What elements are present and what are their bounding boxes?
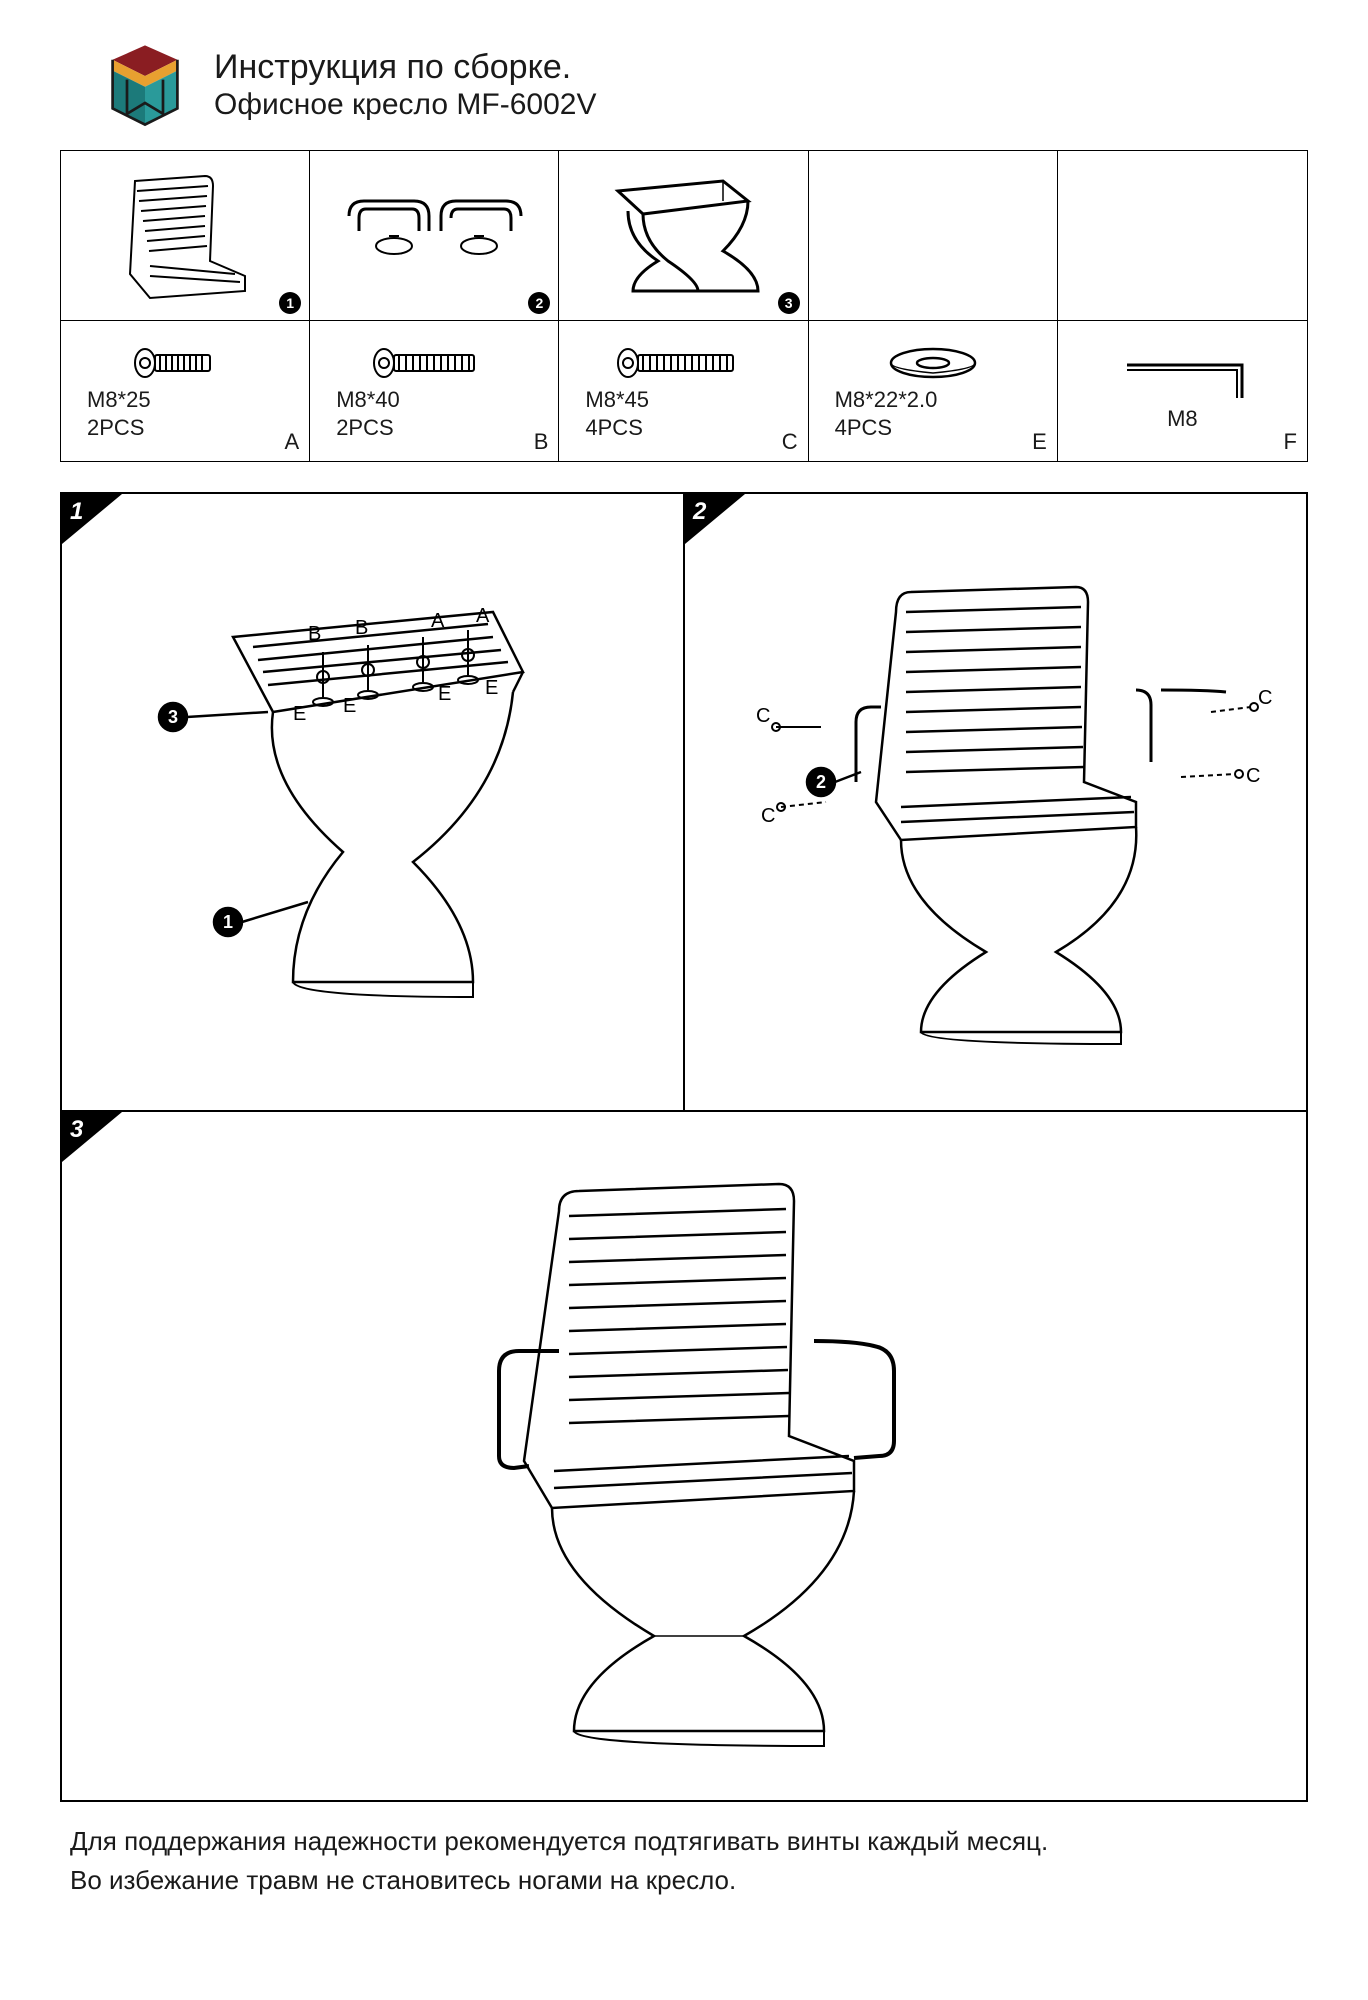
- svg-text:E: E: [438, 683, 451, 705]
- step-1-diagram: 3 1 B B A A E E E E: [93, 522, 653, 1082]
- product-name: Офисное кресло MF-6002V: [214, 87, 596, 123]
- hardware-letter: F: [1284, 429, 1297, 455]
- svg-text:E: E: [293, 703, 306, 725]
- header: Инструкция по сборке. Офисное кресло MF-…: [60, 40, 1308, 130]
- component-cell-2: 2: [310, 151, 559, 321]
- assembly-manual-page: Инструкция по сборке. Офисное кресло MF-…: [0, 0, 1368, 1960]
- svg-text:C: C: [761, 805, 775, 827]
- seat-back-icon: [95, 166, 275, 306]
- hardware-label: M8*402PCS: [336, 386, 400, 441]
- title-block: Инструкция по сборке. Офисное кресло MF-…: [214, 47, 596, 124]
- svg-text:1: 1: [223, 912, 233, 932]
- page-title: Инструкция по сборке.: [214, 47, 596, 88]
- base-frame-icon: [583, 166, 783, 306]
- component-number-badge: 3: [778, 292, 800, 314]
- step-2-diagram: 2 C C C C: [706, 522, 1286, 1082]
- component-number-badge: 2: [528, 292, 550, 314]
- component-number-badge: 1: [279, 292, 301, 314]
- svg-text:C: C: [1258, 687, 1272, 709]
- hardware-letter: B: [534, 429, 549, 455]
- svg-text:C: C: [1246, 765, 1260, 787]
- component-cell-4-empty: [809, 151, 1058, 321]
- svg-text:A: A: [476, 605, 490, 627]
- bolt-short-icon: [130, 341, 240, 386]
- svg-text:C: C: [756, 705, 770, 727]
- svg-text:3: 3: [168, 707, 178, 727]
- hardware-label: M8*22*2.04PCS: [835, 386, 938, 441]
- steps-row-top: 1: [60, 492, 1308, 1112]
- step-3-diagram: [334, 1136, 1034, 1776]
- svg-text:A: A: [431, 610, 445, 632]
- footer-line-1: Для поддержания надежности рекомендуется…: [70, 1822, 1308, 1861]
- hardware-cell-b: M8*402PCS B: [310, 321, 559, 461]
- component-cell-5-empty: [1058, 151, 1307, 321]
- armrests-icon: [334, 176, 534, 296]
- footer-notes: Для поддержания надежности рекомендуется…: [60, 1822, 1308, 1900]
- step-3-box: 3: [60, 1112, 1308, 1802]
- hardware-cell-f: M8 F: [1058, 321, 1307, 461]
- hardware-label: M8*252PCS: [87, 386, 151, 441]
- svg-text:E: E: [343, 695, 356, 717]
- step-2-box: 2: [684, 492, 1308, 1112]
- svg-text:E: E: [485, 677, 498, 699]
- svg-text:B: B: [355, 617, 368, 639]
- hardware-letter: C: [782, 429, 798, 455]
- svg-text:B: B: [308, 623, 321, 645]
- hardware-letter: E: [1032, 429, 1047, 455]
- bolt-med-icon: [369, 341, 499, 386]
- hardware-letter: A: [285, 429, 300, 455]
- hardware-label: M8*454PCS: [585, 386, 649, 441]
- component-cell-3: 3: [559, 151, 808, 321]
- brand-logo-icon: [100, 40, 190, 130]
- component-cell-1: 1: [61, 151, 310, 321]
- washer-icon: [878, 341, 988, 386]
- hardware-label: M8: [1167, 405, 1198, 433]
- bolt-long-icon: [613, 341, 753, 386]
- hardware-cell-e: M8*22*2.04PCS E: [809, 321, 1058, 461]
- allen-key-icon: [1112, 350, 1252, 405]
- parts-grid: 1 2 3: [60, 150, 1308, 462]
- step-1-box: 1: [60, 492, 684, 1112]
- hardware-cell-c: M8*454PCS C: [559, 321, 808, 461]
- footer-line-2: Во избежание травм не становитесь ногами…: [70, 1861, 1308, 1900]
- hardware-cell-a: M8*252PCS A: [61, 321, 310, 461]
- svg-text:2: 2: [816, 772, 826, 792]
